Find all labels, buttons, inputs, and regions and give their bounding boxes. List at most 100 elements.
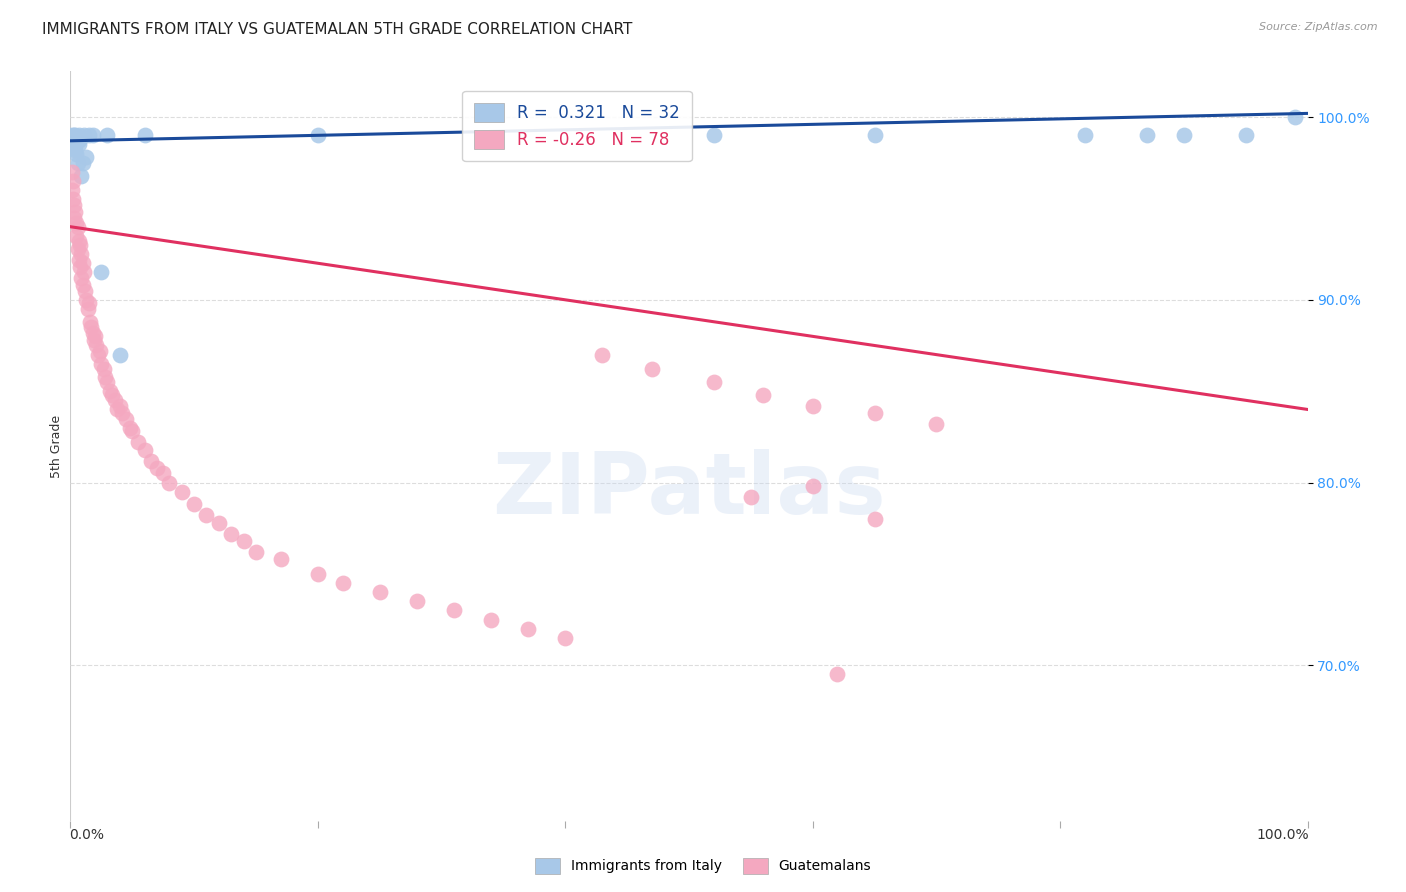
Point <box>60 128 83 143</box>
Point <box>827 667 849 681</box>
Point <box>67 235 90 249</box>
Point <box>66 155 89 169</box>
Point <box>93 362 115 376</box>
Point <box>79 315 101 329</box>
Point <box>72 278 94 293</box>
Point <box>134 442 156 457</box>
Point <box>90 265 112 279</box>
Text: Source: ZipAtlas.com: Source: ZipAtlas.com <box>1260 22 1378 32</box>
Point <box>94 369 117 384</box>
Point <box>84 338 107 352</box>
Point <box>69 260 91 274</box>
Legend: R =  0.321   N = 32, R = -0.26   N = 78: R = 0.321 N = 32, R = -0.26 N = 78 <box>463 91 692 161</box>
Point <box>121 425 143 439</box>
Legend: Immigrants from Italy, Guatemalans: Immigrants from Italy, Guatemalans <box>527 851 879 880</box>
Point <box>752 388 775 402</box>
Point <box>307 128 329 143</box>
Point <box>115 411 138 425</box>
Point <box>554 631 576 645</box>
Point <box>98 384 121 399</box>
Y-axis label: 5th Grade: 5th Grade <box>51 415 63 477</box>
Point <box>703 128 725 143</box>
Point <box>146 461 169 475</box>
Point <box>77 296 100 310</box>
Point <box>96 375 118 389</box>
Point <box>368 585 391 599</box>
Point <box>863 128 886 143</box>
Point <box>740 490 762 504</box>
Point <box>75 293 97 307</box>
Point <box>108 399 131 413</box>
Point <box>1074 128 1097 143</box>
Point <box>65 228 87 243</box>
Point <box>245 545 267 559</box>
Point <box>75 284 97 298</box>
Point <box>801 399 824 413</box>
Point <box>73 128 96 143</box>
Point <box>63 211 86 225</box>
Point <box>1234 128 1257 143</box>
Point <box>801 479 824 493</box>
Point <box>62 174 84 188</box>
Point <box>105 402 128 417</box>
Point <box>65 216 87 230</box>
Point <box>69 238 91 252</box>
Point <box>104 393 127 408</box>
Point <box>170 484 193 499</box>
Point <box>1284 110 1306 124</box>
Point <box>1173 128 1195 143</box>
Point <box>75 150 97 164</box>
Point <box>82 326 104 340</box>
Point <box>70 169 93 183</box>
Point <box>60 183 83 197</box>
Point <box>62 132 84 146</box>
Point <box>66 242 89 256</box>
Point <box>152 467 174 481</box>
Point <box>63 141 86 155</box>
Point <box>118 421 141 435</box>
Point <box>65 128 87 143</box>
Point <box>66 134 89 148</box>
Point <box>232 534 254 549</box>
Point <box>108 348 131 362</box>
Point <box>76 301 98 316</box>
Point <box>80 320 103 334</box>
Text: 100.0%: 100.0% <box>1256 828 1309 842</box>
Point <box>62 137 84 152</box>
Point <box>65 132 87 146</box>
Point <box>72 155 94 169</box>
Point <box>84 329 107 343</box>
Point <box>183 498 205 512</box>
Point <box>66 219 89 234</box>
Point <box>195 508 218 523</box>
Point <box>270 552 292 566</box>
Point <box>73 265 96 279</box>
Point <box>63 128 86 143</box>
Point <box>63 198 86 212</box>
Point <box>479 613 502 627</box>
Point <box>90 357 112 371</box>
Point <box>83 333 105 347</box>
Text: ZIPatlas: ZIPatlas <box>492 450 886 533</box>
Point <box>70 271 93 285</box>
Point <box>72 256 94 270</box>
Point <box>101 388 124 402</box>
Point <box>925 417 948 431</box>
Point <box>65 205 87 219</box>
Point <box>62 192 84 206</box>
Point <box>96 128 118 143</box>
Point <box>77 128 100 143</box>
Point <box>134 128 156 143</box>
Point <box>517 622 540 636</box>
Point <box>60 165 83 179</box>
Point <box>863 512 886 526</box>
Point <box>89 343 111 358</box>
Point <box>208 516 231 530</box>
Point <box>443 603 465 617</box>
Point <box>67 137 90 152</box>
Text: IMMIGRANTS FROM ITALY VS GUATEMALAN 5TH GRADE CORRELATION CHART: IMMIGRANTS FROM ITALY VS GUATEMALAN 5TH … <box>42 22 633 37</box>
Point <box>111 406 134 420</box>
Point <box>70 247 93 261</box>
Point <box>332 576 354 591</box>
Point <box>127 435 149 450</box>
